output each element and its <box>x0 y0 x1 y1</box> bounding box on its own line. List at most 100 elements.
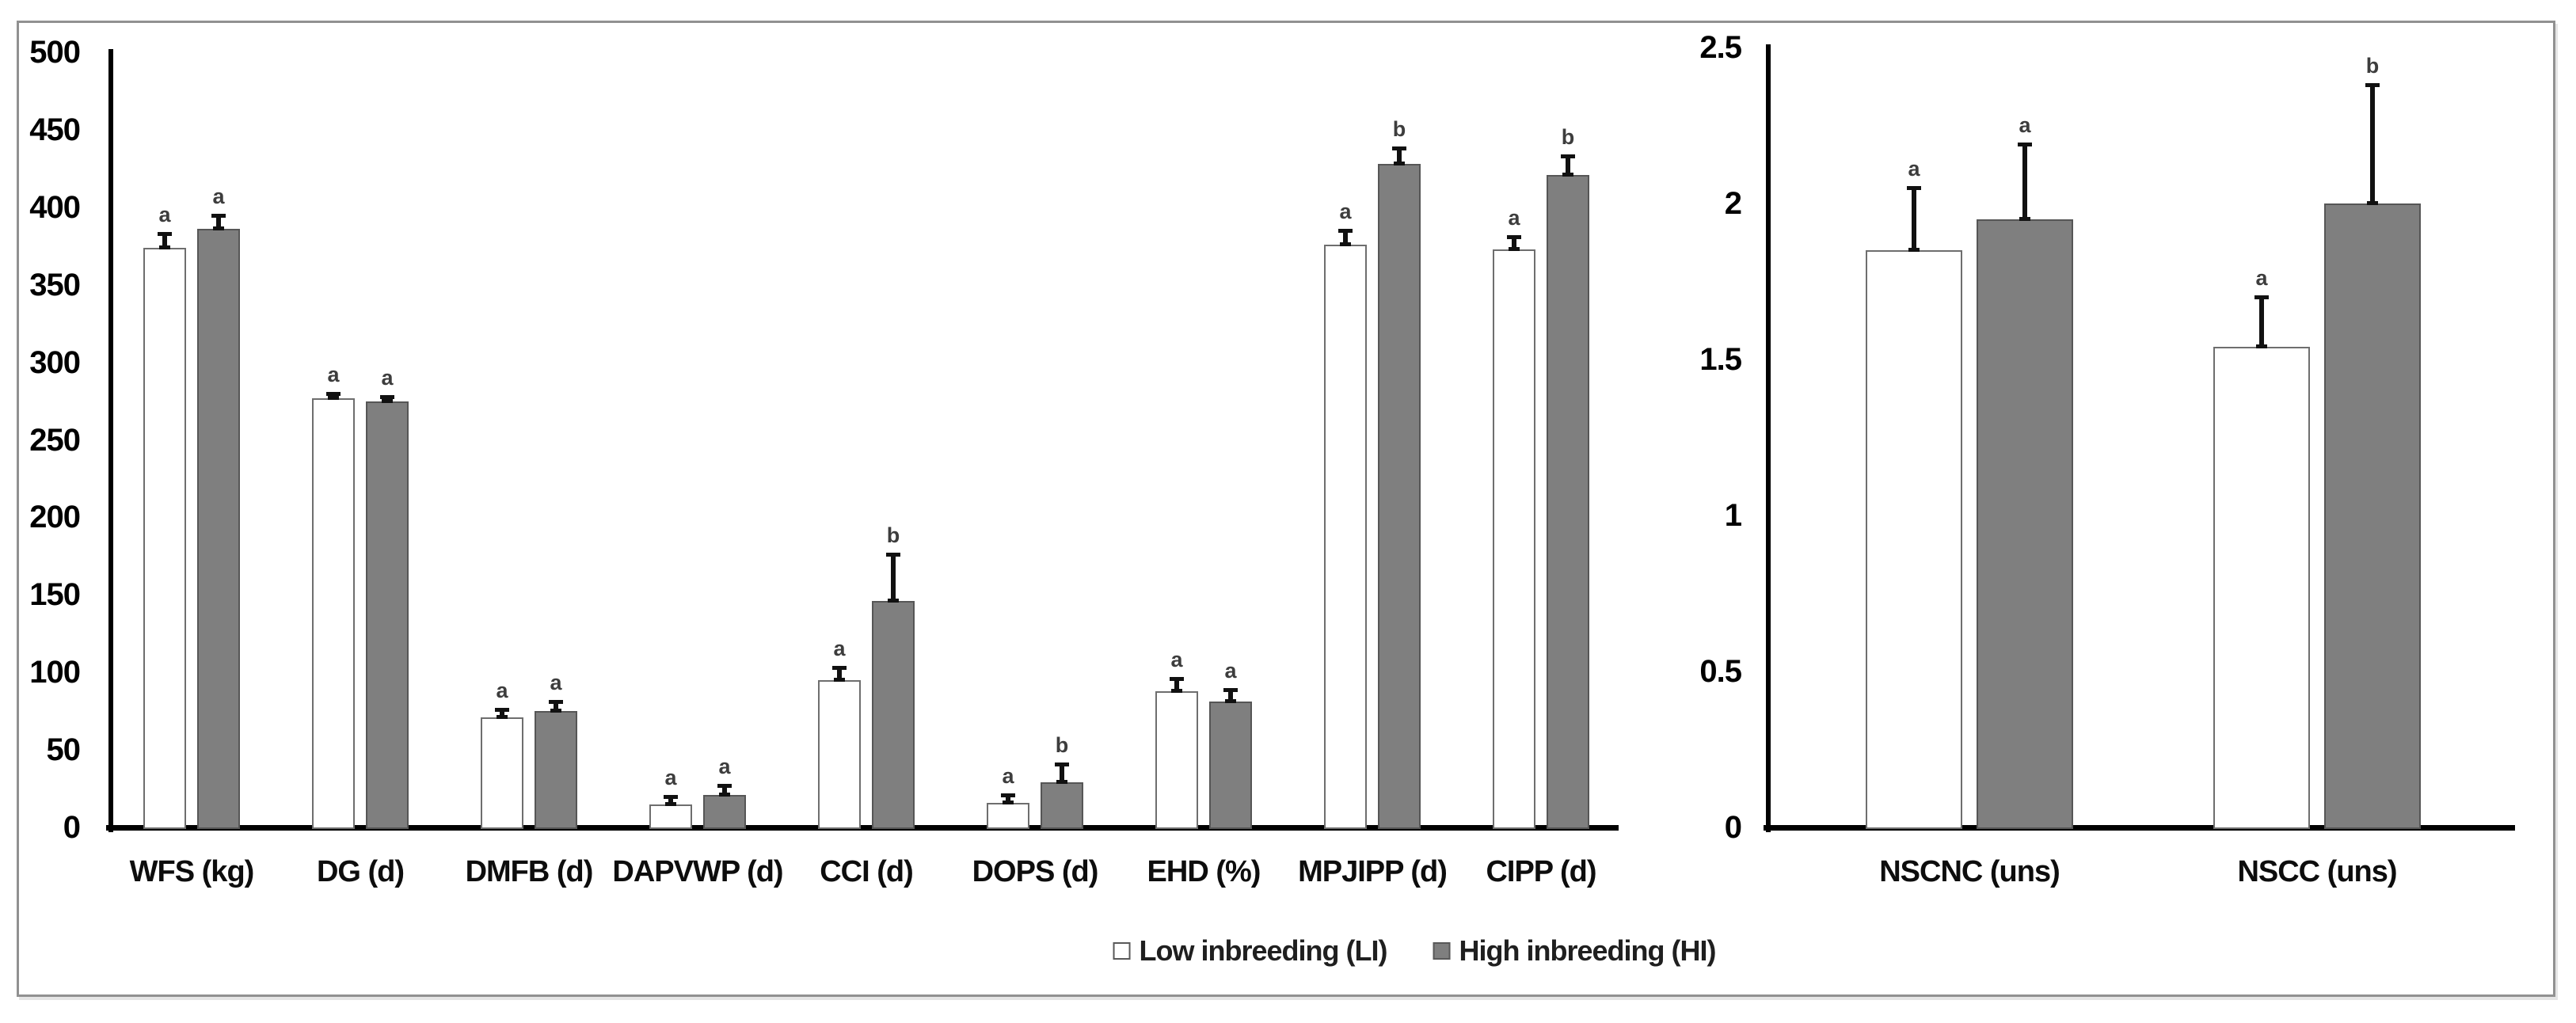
significance-letter: a <box>1002 763 1014 788</box>
bar-high-inbreeding <box>366 401 409 829</box>
y-tick-label: 1.5 <box>1699 342 1742 377</box>
bar-low-inbreeding <box>1493 249 1535 829</box>
error-bar-bottom-cap <box>328 395 339 400</box>
error-bar-line <box>722 785 727 795</box>
error-bar-top-cap <box>326 391 341 396</box>
error-bar-line <box>1397 148 1402 164</box>
legend-swatch-high-inbreeding <box>1433 942 1451 960</box>
error-bar-bottom-cap <box>1171 688 1182 693</box>
significance-letter: b <box>1392 117 1406 142</box>
error-bar-line <box>2370 85 2375 203</box>
error-bar-bottom-cap <box>1225 699 1236 704</box>
error-bar-bottom-cap <box>2256 344 2267 349</box>
error-bar-line <box>1174 679 1179 691</box>
error-bar-top-cap <box>2254 295 2269 300</box>
category-label: DG (d) <box>316 855 405 888</box>
significance-letter: a <box>833 637 846 661</box>
error-bar-line <box>1566 156 1570 175</box>
y-tick-label: 2 <box>1724 186 1742 221</box>
error-bar-top-cap <box>549 700 563 705</box>
category-label: MPJIPP (d) <box>1298 855 1448 888</box>
error-bar-top-cap <box>2365 83 2380 88</box>
bar-low-inbreeding <box>1324 244 1367 829</box>
category-label: DOPS (d) <box>972 855 1099 888</box>
significance-letter: a <box>1170 648 1183 672</box>
category-label: CIPP (d) <box>1486 855 1596 888</box>
bar-high-inbreeding <box>1977 219 2073 829</box>
y-tick-label: 0.5 <box>1699 654 1742 689</box>
y-axis-line <box>108 49 113 832</box>
bar-high-inbreeding <box>1547 174 1589 829</box>
y-tick-label: 50 <box>46 732 82 768</box>
significance-letter: a <box>2019 113 2031 138</box>
error-bar-bottom-cap <box>2019 216 2030 221</box>
bar-high-inbreeding <box>535 711 577 829</box>
error-bar-bottom-cap <box>550 709 561 713</box>
error-bar-top-cap <box>1223 687 1238 692</box>
error-bar-line <box>837 667 842 680</box>
error-bar-top-cap <box>495 708 509 713</box>
error-bar-bottom-cap <box>213 226 224 231</box>
legend: Low inbreeding (LI) High inbreeding (HI) <box>1113 934 1716 968</box>
error-bar-line <box>216 215 221 230</box>
category-label: WFS (kg) <box>129 855 255 888</box>
error-bar-top-cap <box>1507 235 1521 239</box>
x-axis-line <box>1764 825 2515 831</box>
significance-letter: a <box>158 203 171 227</box>
significance-letter: b <box>1055 732 1069 757</box>
category-label: DMFB (d) <box>465 855 594 888</box>
significance-letter: b <box>886 523 900 548</box>
error-bar-bottom-cap <box>497 714 508 719</box>
error-bar-bottom-cap <box>834 677 845 682</box>
bar-low-inbreeding <box>312 397 355 829</box>
y-tick-label: 300 <box>29 344 81 380</box>
error-bar-bottom-cap <box>159 245 170 249</box>
error-bar-bottom-cap <box>1340 241 1351 246</box>
error-bar-top-cap <box>717 784 732 789</box>
error-bar-line <box>1228 689 1233 702</box>
y-tick-label: 100 <box>29 655 81 690</box>
bar-high-inbreeding <box>2324 203 2421 829</box>
error-bar-top-cap <box>158 232 172 237</box>
significance-letter: a <box>496 679 508 703</box>
error-bar-bottom-cap <box>719 792 730 797</box>
error-bar-top-cap <box>380 394 394 399</box>
category-label: EHD (%) <box>1147 855 1261 888</box>
error-bar-bottom-cap <box>1394 161 1405 165</box>
category-label: NSCNC (uns) <box>1879 855 2060 888</box>
y-tick-label: 250 <box>29 422 81 458</box>
error-bar-bottom-cap <box>1509 246 1520 251</box>
x-axis-line <box>106 825 1619 831</box>
figure-frame <box>17 21 2555 997</box>
significance-letter: a <box>1908 157 1920 181</box>
legend-item-high-inbreeding: High inbreeding (HI) <box>1433 934 1716 968</box>
error-bar-top-cap <box>832 666 847 671</box>
significance-letter: a <box>1508 206 1520 230</box>
y-axis-line <box>1766 44 1771 832</box>
error-bar-line <box>1912 188 1916 251</box>
error-bar-top-cap <box>1055 762 1069 766</box>
error-bar-top-cap <box>211 213 226 218</box>
significance-letter: a <box>2255 266 2268 291</box>
bar-high-inbreeding <box>872 601 915 829</box>
error-bar-top-cap <box>2018 143 2032 147</box>
error-bar-line <box>554 702 558 712</box>
error-bar-top-cap <box>1338 229 1353 234</box>
error-bar-bottom-cap <box>1056 780 1067 785</box>
error-bar-top-cap <box>1170 677 1184 682</box>
legend-item-low-inbreeding: Low inbreeding (LI) <box>1113 934 1387 968</box>
error-bar-line <box>1512 237 1516 249</box>
category-label: CCI (d) <box>820 855 914 888</box>
category-label: DAPVWP (d) <box>612 855 783 888</box>
error-bar-bottom-cap <box>1908 248 1920 253</box>
error-bar-bottom-cap <box>1562 172 1573 177</box>
error-bar-top-cap <box>1001 793 1015 797</box>
significance-letter: a <box>664 765 677 789</box>
significance-letter: a <box>718 755 731 779</box>
error-bar-top-cap <box>1907 186 1921 191</box>
error-bar-top-cap <box>1561 154 1575 159</box>
significance-letter: a <box>381 365 394 390</box>
y-tick-label: 500 <box>29 35 81 70</box>
